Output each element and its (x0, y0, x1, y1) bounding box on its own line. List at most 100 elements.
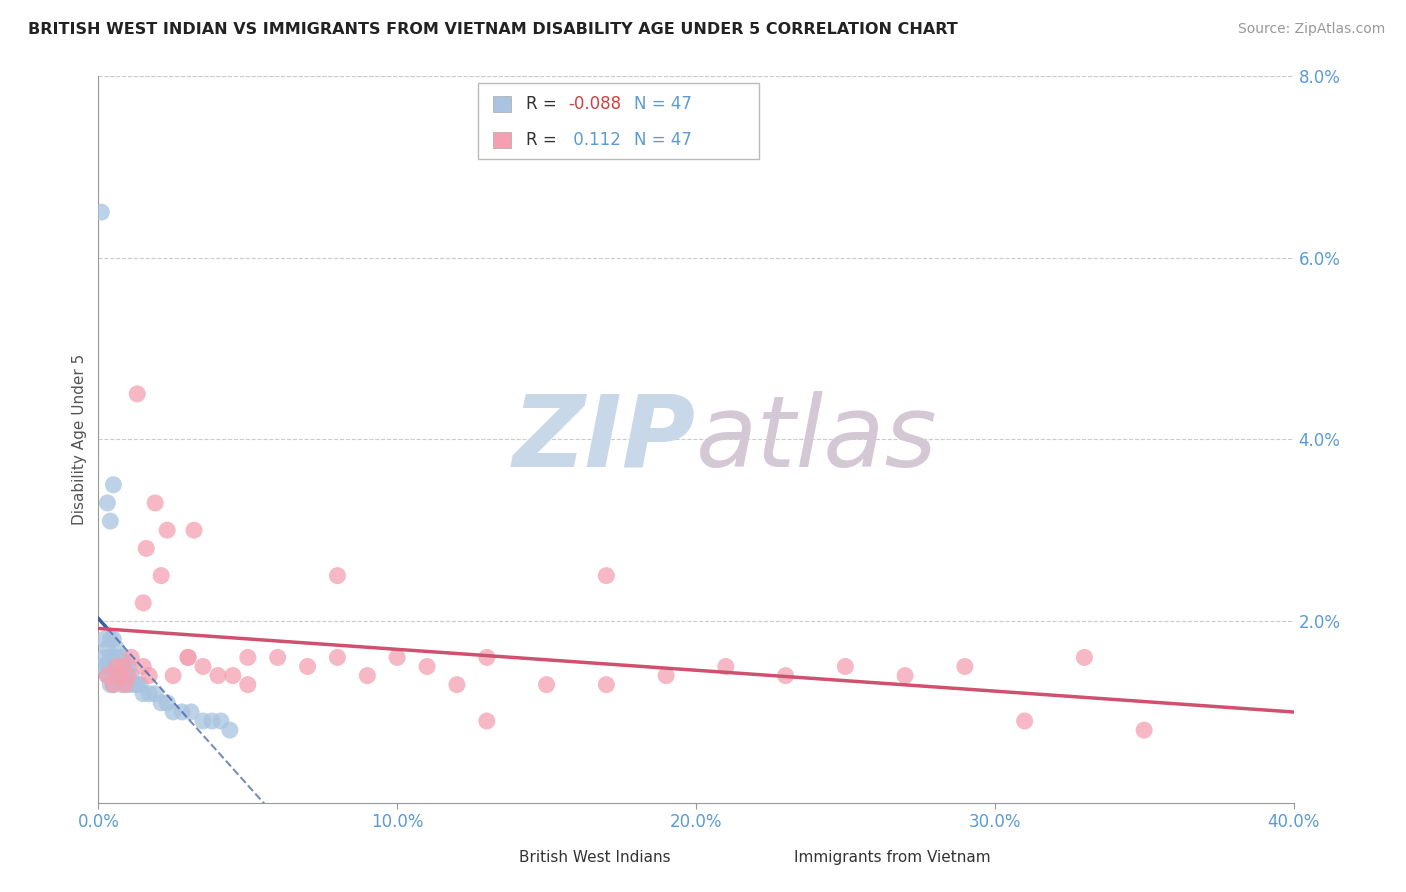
Point (156, 696, 179, 710)
Point (156, 523, 179, 537)
Point (172, 705, 194, 719)
Text: R =: R = (526, 95, 562, 113)
Point (132, 687, 155, 701)
Point (98, 514, 122, 528)
Point (209, 714, 232, 728)
Point (236, 678, 259, 692)
Point (103, 678, 125, 692)
FancyBboxPatch shape (494, 132, 512, 148)
Point (105, 641, 128, 656)
Point (536, 678, 558, 692)
Point (124, 678, 146, 692)
Point (96, 641, 118, 656)
Text: British West Indians: British West Indians (519, 850, 671, 865)
Point (120, 668, 142, 682)
Point (93, 632, 115, 647)
Point (143, 687, 166, 701)
Point (326, 650, 349, 665)
Point (111, 659, 134, 673)
Point (191, 714, 214, 728)
Point (162, 668, 184, 682)
Point (120, 650, 142, 665)
Point (98, 650, 122, 665)
Point (595, 568, 617, 582)
Point (267, 650, 290, 665)
Point (111, 659, 134, 673)
Point (90, 205, 112, 219)
Point (953, 659, 976, 673)
Y-axis label: Disability Age Under 5: Disability Age Under 5 (72, 354, 87, 524)
Point (894, 668, 917, 682)
Point (356, 668, 378, 682)
FancyBboxPatch shape (478, 83, 759, 160)
Point (201, 714, 224, 728)
Point (775, 668, 797, 682)
Point (385, 650, 409, 665)
Text: Source: ZipAtlas.com: Source: ZipAtlas.com (1237, 22, 1385, 37)
Point (127, 678, 149, 692)
Point (90, 659, 112, 673)
Point (93, 650, 115, 665)
Point (219, 723, 242, 737)
Point (108, 659, 131, 673)
Point (105, 659, 128, 673)
Point (138, 668, 160, 682)
Point (96, 496, 118, 510)
Point (114, 668, 136, 682)
Point (1133, 723, 1156, 737)
Point (96, 668, 118, 682)
Point (191, 659, 214, 673)
Point (1073, 650, 1095, 665)
Point (111, 678, 134, 692)
Text: N = 47: N = 47 (634, 95, 692, 113)
Point (108, 668, 131, 682)
Text: atlas: atlas (696, 391, 938, 488)
Point (132, 596, 155, 610)
Point (714, 659, 737, 673)
Point (129, 678, 152, 692)
Point (1014, 714, 1036, 728)
Text: 0.112: 0.112 (568, 131, 621, 149)
Point (150, 696, 173, 710)
Point (143, 496, 166, 510)
Point (103, 477, 125, 491)
Point (183, 523, 205, 537)
Point (177, 650, 200, 665)
Point (117, 659, 139, 673)
Point (135, 541, 157, 556)
Point (114, 659, 136, 673)
Text: ZIP: ZIP (513, 391, 696, 488)
Point (132, 659, 155, 673)
Point (162, 705, 184, 719)
Point (98, 659, 122, 673)
Point (117, 678, 139, 692)
Point (150, 568, 173, 582)
Point (105, 668, 128, 682)
Point (96, 668, 118, 682)
Text: N = 47: N = 47 (634, 131, 692, 149)
Text: R =: R = (526, 131, 562, 149)
Text: BRITISH WEST INDIAN VS IMMIGRANTS FROM VIETNAM DISABILITY AGE UNDER 5 CORRELATIO: BRITISH WEST INDIAN VS IMMIGRANTS FROM V… (28, 22, 957, 37)
Point (105, 659, 128, 673)
Point (595, 678, 617, 692)
Text: -0.088: -0.088 (568, 95, 621, 113)
Point (96, 659, 118, 673)
Point (326, 568, 349, 582)
Point (138, 687, 160, 701)
Point (108, 668, 131, 682)
Point (180, 705, 202, 719)
FancyBboxPatch shape (756, 850, 782, 866)
Point (127, 387, 149, 401)
Point (207, 668, 229, 682)
Point (98, 678, 122, 692)
Point (236, 650, 259, 665)
FancyBboxPatch shape (481, 850, 508, 866)
Point (177, 650, 200, 665)
Point (111, 650, 134, 665)
Point (416, 659, 439, 673)
Point (222, 668, 245, 682)
Point (446, 678, 468, 692)
Point (103, 678, 125, 692)
Point (103, 659, 125, 673)
Point (475, 714, 498, 728)
